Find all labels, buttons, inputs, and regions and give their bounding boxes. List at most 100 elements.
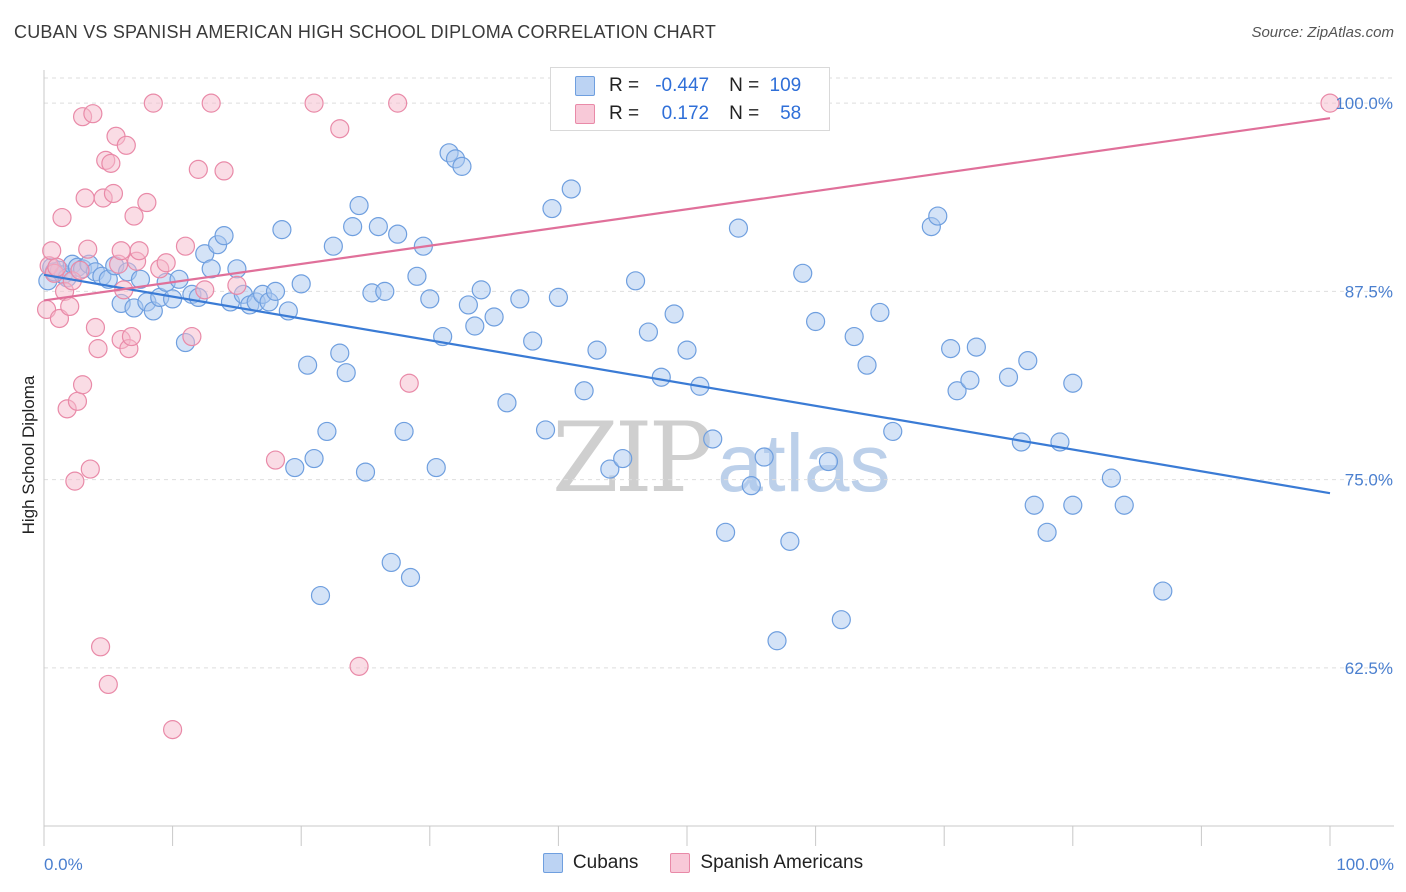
cuban-point bbox=[651, 367, 671, 387]
cuban-point bbox=[998, 367, 1019, 387]
cuban-point bbox=[844, 326, 864, 347]
cuban-point bbox=[523, 331, 543, 351]
y-tick-label: 87.5% bbox=[1345, 282, 1393, 301]
x-tick-label-left: 0.0% bbox=[44, 855, 83, 874]
cuban-point bbox=[285, 457, 305, 478]
spanish-point bbox=[78, 239, 98, 259]
cuban-point bbox=[870, 302, 890, 323]
spanish-point bbox=[137, 192, 157, 213]
cuban-point bbox=[857, 355, 877, 375]
spanish-point bbox=[116, 135, 136, 155]
cuban-point bbox=[227, 259, 247, 279]
cuban-point bbox=[928, 206, 948, 226]
legend-n-label: N = bbox=[729, 75, 760, 96]
cuban-point bbox=[310, 585, 331, 606]
legend-n-label: N = bbox=[729, 103, 760, 124]
legend-label-spanish: Spanish Americans bbox=[700, 852, 864, 873]
legend-row-spanish: R = 0.172 N = 58 bbox=[575, 101, 801, 127]
cuban-point bbox=[1063, 373, 1083, 393]
cuban-point bbox=[426, 457, 446, 478]
cuban-point bbox=[330, 343, 350, 363]
cuban-point bbox=[471, 280, 491, 300]
cuban-point bbox=[368, 217, 388, 237]
cuban-point bbox=[317, 421, 337, 442]
legend-swatch-spanish bbox=[670, 853, 691, 873]
spanish-point bbox=[70, 260, 90, 280]
spanish-point bbox=[103, 183, 124, 204]
cuban-point bbox=[780, 531, 800, 551]
cuban-point bbox=[420, 289, 440, 309]
cuban-point bbox=[1114, 495, 1134, 515]
spanish-point bbox=[67, 391, 88, 411]
tick-labels: 100.0% 87.5% 75.0% 62.5% 0.0% 100.0% High Scho… bbox=[19, 94, 1394, 874]
legend-n-value: 109 bbox=[769, 75, 802, 96]
spanish-point bbox=[1320, 93, 1340, 113]
cuban-point bbox=[343, 217, 363, 237]
spanish-point bbox=[85, 317, 106, 338]
cuban-point bbox=[265, 281, 286, 301]
spanish-point bbox=[111, 241, 131, 261]
spanish-point bbox=[156, 253, 176, 273]
cuban-point bbox=[535, 420, 556, 440]
spanish-point bbox=[52, 207, 72, 228]
legend-item-spanish: Spanish Americans bbox=[670, 852, 863, 874]
cuban-point bbox=[715, 522, 736, 542]
legend-r-label: R = bbox=[609, 103, 640, 124]
chart-title: CUBAN VS SPANISH AMERICAN HIGH SCHOOL DI… bbox=[14, 22, 717, 42]
legend-item-cubans: Cubans bbox=[542, 852, 639, 874]
cuban-point bbox=[613, 448, 633, 469]
spanish-point bbox=[227, 275, 247, 295]
cuban-point bbox=[548, 287, 569, 308]
legend-swatch-spanish bbox=[575, 104, 595, 124]
chart-source: Source: ZipAtlas.com bbox=[1251, 24, 1394, 41]
cuban-point bbox=[388, 224, 408, 244]
spanish-point bbox=[349, 656, 369, 676]
watermark-atlas: atlas bbox=[717, 418, 891, 509]
spanish-point bbox=[72, 375, 93, 395]
cuban-point bbox=[883, 421, 903, 442]
cuban-point bbox=[561, 179, 581, 199]
spanish-point bbox=[195, 280, 215, 300]
spanish-point bbox=[163, 720, 183, 740]
spanish-point bbox=[265, 450, 286, 470]
cuban-point bbox=[291, 274, 311, 294]
spanish-point bbox=[201, 93, 221, 113]
cuban-point bbox=[407, 266, 427, 286]
spanish-point bbox=[60, 296, 80, 317]
spanish-point bbox=[101, 153, 121, 173]
spanish-point bbox=[182, 326, 202, 347]
series-legend: Cubans Spanish Americans bbox=[0, 852, 1406, 874]
legend-r-value: -0.447 bbox=[655, 75, 710, 96]
cuban-point bbox=[966, 337, 986, 357]
cuban-point bbox=[728, 218, 749, 238]
legend-label-cubans: Cubans bbox=[572, 852, 639, 873]
cuban-point bbox=[484, 307, 504, 327]
cuban-trend-line bbox=[43, 273, 1331, 495]
spanish-point bbox=[65, 471, 85, 491]
spanish-point bbox=[98, 674, 118, 695]
cuban-point bbox=[497, 393, 517, 413]
watermark: ZIPatlas bbox=[552, 402, 890, 514]
spanish-point bbox=[188, 159, 208, 179]
cuban-point bbox=[831, 610, 851, 630]
y-axis-label: High School Diploma bbox=[19, 375, 38, 534]
spanish-point bbox=[143, 93, 163, 113]
legend-n-value: 58 bbox=[780, 103, 802, 124]
cuban-point bbox=[381, 552, 401, 573]
cuban-point bbox=[394, 421, 414, 442]
cuban-point bbox=[1063, 495, 1083, 515]
cuban-point bbox=[510, 289, 530, 309]
spanish-point bbox=[80, 459, 100, 479]
spanish-point bbox=[214, 161, 234, 181]
spanish-point bbox=[42, 241, 62, 261]
cuban-point bbox=[1024, 495, 1044, 515]
cuban-point bbox=[600, 459, 620, 479]
trend-lines bbox=[43, 117, 1331, 495]
cuban-point bbox=[741, 476, 761, 496]
cuban-point bbox=[375, 281, 395, 301]
cuban-point bbox=[298, 355, 318, 375]
cuban-point bbox=[587, 340, 607, 360]
y-tick-label: 62.5% bbox=[1345, 659, 1393, 678]
cuban-point bbox=[1153, 581, 1173, 601]
cuban-point bbox=[1101, 468, 1121, 488]
